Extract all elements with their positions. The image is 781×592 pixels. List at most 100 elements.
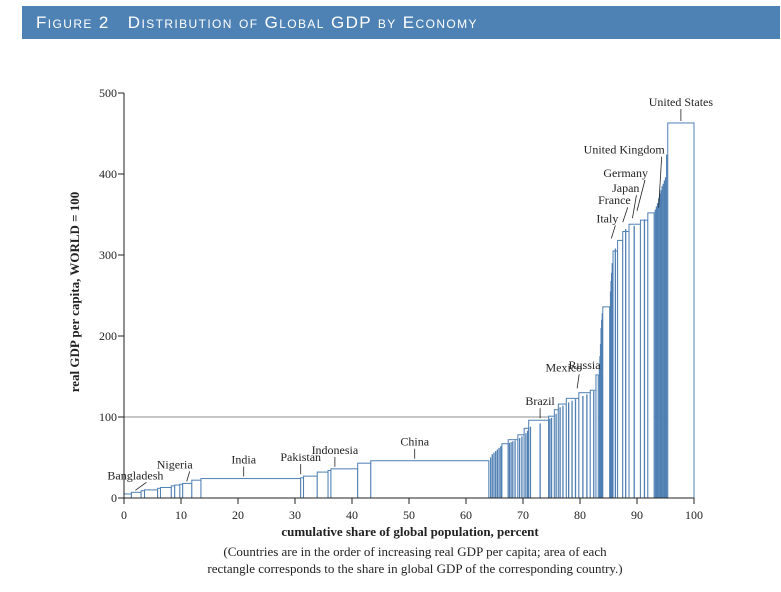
gdp-thin-bar [562, 405, 564, 498]
gdp-bar [602, 306, 611, 499]
x-tick-label: 90 [631, 508, 643, 522]
gdp-thin-bar [625, 229, 627, 498]
gdp-bar [370, 460, 490, 499]
gdp-bar [182, 482, 193, 499]
gdp-bar [170, 485, 176, 499]
x-tick-label: 40 [346, 508, 358, 522]
x-tick-label: 20 [232, 508, 244, 522]
x-tick-label: 60 [460, 508, 472, 522]
annotation-leader [658, 156, 663, 208]
country-label: India [231, 453, 256, 467]
y-tick-label: 300 [99, 248, 117, 262]
gdp-thin-bar [489, 457, 492, 498]
country-label: Mexico [545, 360, 582, 374]
y-tick-label: 200 [99, 329, 117, 343]
x-tick-label: 70 [517, 508, 529, 522]
gdp-thin-bar [660, 190, 662, 498]
gdp-thin-bar [582, 395, 584, 498]
gdp-bar [303, 475, 318, 499]
country-label: Brazil [525, 394, 555, 408]
x-tick-label: 0 [121, 508, 127, 522]
country-label: China [400, 435, 429, 449]
gdp-thin-bar [643, 219, 646, 499]
gdp-thin-bar [654, 209, 656, 498]
gdp-thin-bar [662, 183, 664, 498]
country-label: France [598, 193, 631, 207]
country-label: Germany [603, 166, 648, 180]
caption-line-2: rectangle corresponds to the share in gl… [207, 561, 623, 576]
gdp-bar [144, 489, 159, 499]
gdp-thin-bar [514, 440, 516, 498]
gdp-thin-bar [593, 391, 595, 498]
country-label: United Kingdom [584, 143, 666, 157]
gdp-thin-bar [500, 446, 502, 498]
gdp-bar [123, 493, 132, 499]
gdp-bar [316, 471, 329, 499]
annotation-leader [610, 225, 616, 239]
gdp-bar [140, 490, 146, 499]
annotation-leader [576, 374, 580, 389]
gdp-thin-bar [512, 441, 514, 498]
country-label: Japan [612, 181, 639, 195]
gdp-thin-bar [601, 313, 603, 498]
y-tick-label: 0 [111, 491, 117, 505]
annotation-leader [636, 179, 646, 211]
gdp-thin-bar [550, 417, 553, 498]
figure-title: Distribution of Global GDP by Economy [127, 13, 478, 32]
y-tick-label: 400 [99, 167, 117, 181]
gdp-thin-bar [518, 438, 521, 498]
gdp-thin-bar [493, 452, 495, 498]
country-label: Indonesia [312, 443, 359, 457]
figure-caption: (Countries are in the order of increasin… [160, 543, 670, 577]
x-tick-label: 30 [289, 508, 301, 522]
caption-line-1: (Countries are in the order of increasin… [223, 544, 607, 559]
gdp-thin-bar [568, 402, 570, 498]
gdp-bar [595, 374, 599, 499]
gdp-bar [191, 479, 202, 499]
gdp-bar [667, 122, 695, 499]
gdp-bar [130, 491, 142, 499]
gdp-thin-bar [574, 399, 577, 498]
gdp-thin-bar [539, 423, 541, 498]
gdp-thin-bar [498, 447, 500, 498]
gdp-thin-bar [510, 442, 512, 498]
x-tick-label: 10 [175, 508, 187, 522]
gdp-thin-bar [559, 407, 561, 498]
gdp-bar [517, 434, 525, 499]
country-label: United States [649, 95, 714, 109]
gdp-thin-bar [526, 430, 529, 498]
x-tick-label: 50 [403, 508, 415, 522]
axes-group: 0 100 200 300 400 500 0 10 20 30 40 50 60 70 80 90 100 [99, 86, 703, 522]
x-axis-label: cumulative share of global population, p… [281, 524, 539, 539]
gdp-thin-bar [586, 394, 588, 498]
country-label: Pakistan [280, 450, 321, 464]
gdp-bar [200, 478, 302, 499]
gdp-bar [501, 443, 509, 499]
gdp-thin-bar [525, 433, 527, 498]
gdp-thin-bar [666, 154, 668, 498]
gdp-thin-bar [496, 449, 499, 498]
annotation-leader [622, 207, 629, 223]
gdp-thin-bar [549, 418, 551, 498]
gdp-bar [647, 212, 655, 499]
gdp-bar [617, 239, 624, 499]
gdp-thin-bar [614, 248, 617, 498]
gdp-thin-bar [521, 436, 523, 498]
gdp-thin-bar [656, 203, 659, 498]
gdp-thin-bar [661, 186, 663, 498]
annotation-leader [135, 482, 147, 491]
gdp-thin-bar [655, 206, 658, 498]
gdp-bar [174, 484, 181, 499]
gdp-thin-bar [495, 451, 497, 498]
gdp-thin-bar [633, 225, 635, 498]
country-label: Russia [569, 358, 602, 372]
country-label: Italy [596, 211, 618, 225]
gdp-thin-bar [491, 454, 493, 498]
gdp-bar [578, 392, 591, 499]
annotation-leader [186, 471, 191, 482]
x-tick-label: 80 [574, 508, 586, 522]
x-tick-label: 100 [685, 508, 703, 522]
gdp-bar [159, 486, 172, 499]
